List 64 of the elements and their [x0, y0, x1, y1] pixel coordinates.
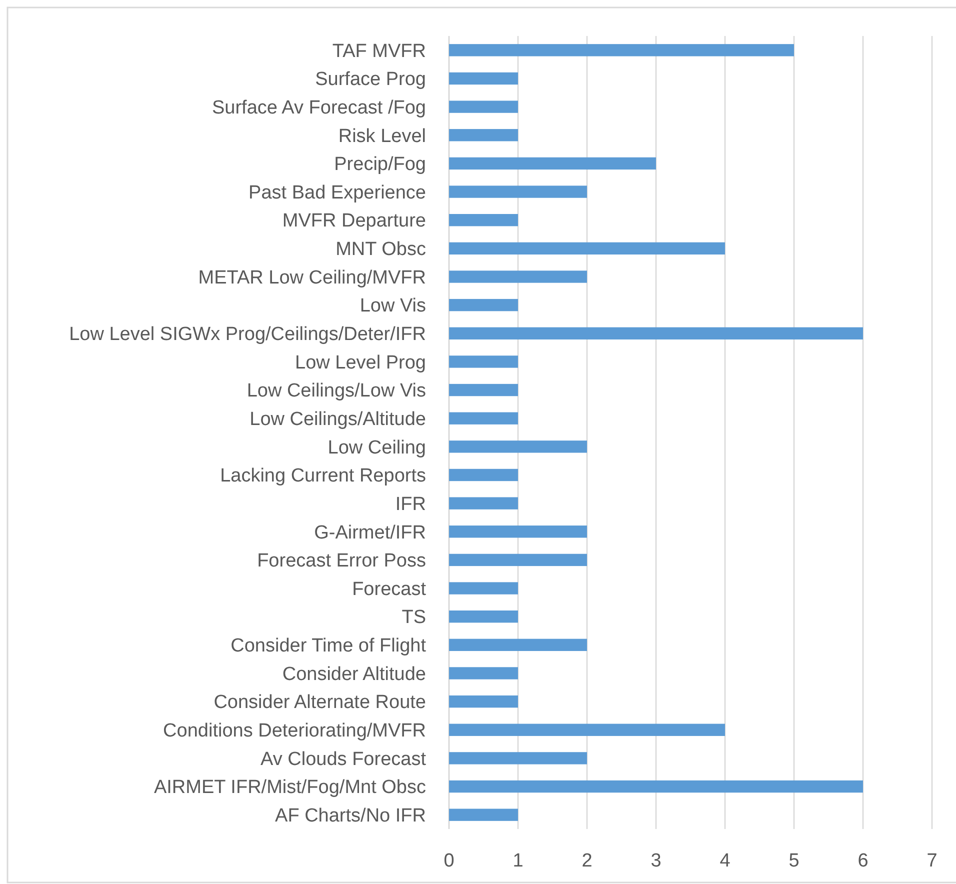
y-tick-label: Risk Level	[338, 126, 426, 147]
y-tick-label: Conditions Deteriorating/MVFR	[163, 720, 426, 742]
bar	[449, 610, 518, 623]
y-tick-label: Low Vis	[360, 296, 426, 317]
x-tick-label: 0	[444, 850, 454, 872]
bar	[449, 186, 587, 198]
y-tick-label: Past Bad Experience	[248, 182, 426, 204]
y-tick-label: MVFR Departure	[282, 210, 426, 232]
x-tick-label: 6	[858, 850, 868, 872]
bar	[449, 44, 794, 56]
bar	[449, 582, 518, 594]
bar	[449, 638, 587, 651]
y-tick-label: Low Ceilings/Altitude	[250, 408, 426, 430]
x-tick-label: 2	[582, 850, 592, 872]
y-tick-label: Surface Prog	[315, 69, 426, 90]
bar	[449, 157, 656, 170]
y-tick-label: Low Level SIGWx Prog/Ceilings/Deter/IFR	[69, 324, 426, 346]
bar	[449, 356, 518, 368]
y-tick-label: METAR Low Ceiling/MVFR	[198, 267, 426, 288]
y-tick-label: Surface Av Forecast /Fog	[212, 97, 426, 118]
y-tick-label: Consider Altitude	[282, 664, 426, 685]
y-tick-label: Precip/Fog	[334, 154, 426, 176]
bar	[449, 780, 863, 793]
y-tick-label: Forecast Error Poss	[257, 550, 426, 572]
y-tick-label: TS	[402, 607, 426, 628]
bar	[449, 554, 587, 566]
x-tick-label: 5	[788, 850, 800, 872]
y-tick-label: Lacking Current Reports	[220, 466, 426, 487]
bar	[449, 412, 518, 424]
bar	[449, 752, 587, 764]
bar	[449, 695, 518, 708]
bar	[449, 72, 518, 85]
x-tick-label: 4	[720, 850, 731, 872]
y-tick-label: Consider Alternate Route	[214, 692, 426, 714]
y-tick-label: Low Ceilings/Low Vis	[246, 380, 426, 402]
y-tick-label: G-Airmet/IFR	[314, 522, 426, 544]
y-tick-label: AIRMET IFR/Mist/Fog/Mnt Obsc	[154, 777, 426, 798]
y-tick-label: Consider Time of Flight	[230, 636, 427, 657]
y-tick-label: Low Level Prog	[295, 352, 426, 374]
bar	[449, 129, 518, 142]
x-tick-label: 1	[512, 850, 524, 872]
bar	[449, 497, 518, 510]
bar	[449, 384, 518, 396]
bar	[449, 440, 587, 453]
bar	[449, 526, 587, 538]
bar	[449, 327, 863, 340]
bar	[449, 242, 725, 254]
y-tick-label: Av Clouds Forecast	[260, 748, 427, 770]
bar	[449, 724, 725, 736]
bar	[449, 100, 518, 113]
x-tick-label: 7	[926, 850, 938, 872]
y-tick-label: Low Ceiling	[328, 437, 426, 458]
bar	[449, 270, 587, 283]
y-tick-label: IFR	[395, 494, 426, 515]
bar	[449, 468, 518, 482]
x-tick-label: 3	[650, 850, 662, 872]
bar	[449, 214, 518, 226]
y-tick-label: Forecast	[352, 578, 427, 600]
bar	[449, 808, 518, 821]
bar	[449, 667, 518, 680]
y-tick-label: MNT Obsc	[336, 239, 426, 260]
y-tick-label: TAF MVFR	[332, 40, 426, 62]
y-tick-label: AF Charts/No IFR	[275, 805, 426, 826]
bar	[449, 298, 518, 312]
